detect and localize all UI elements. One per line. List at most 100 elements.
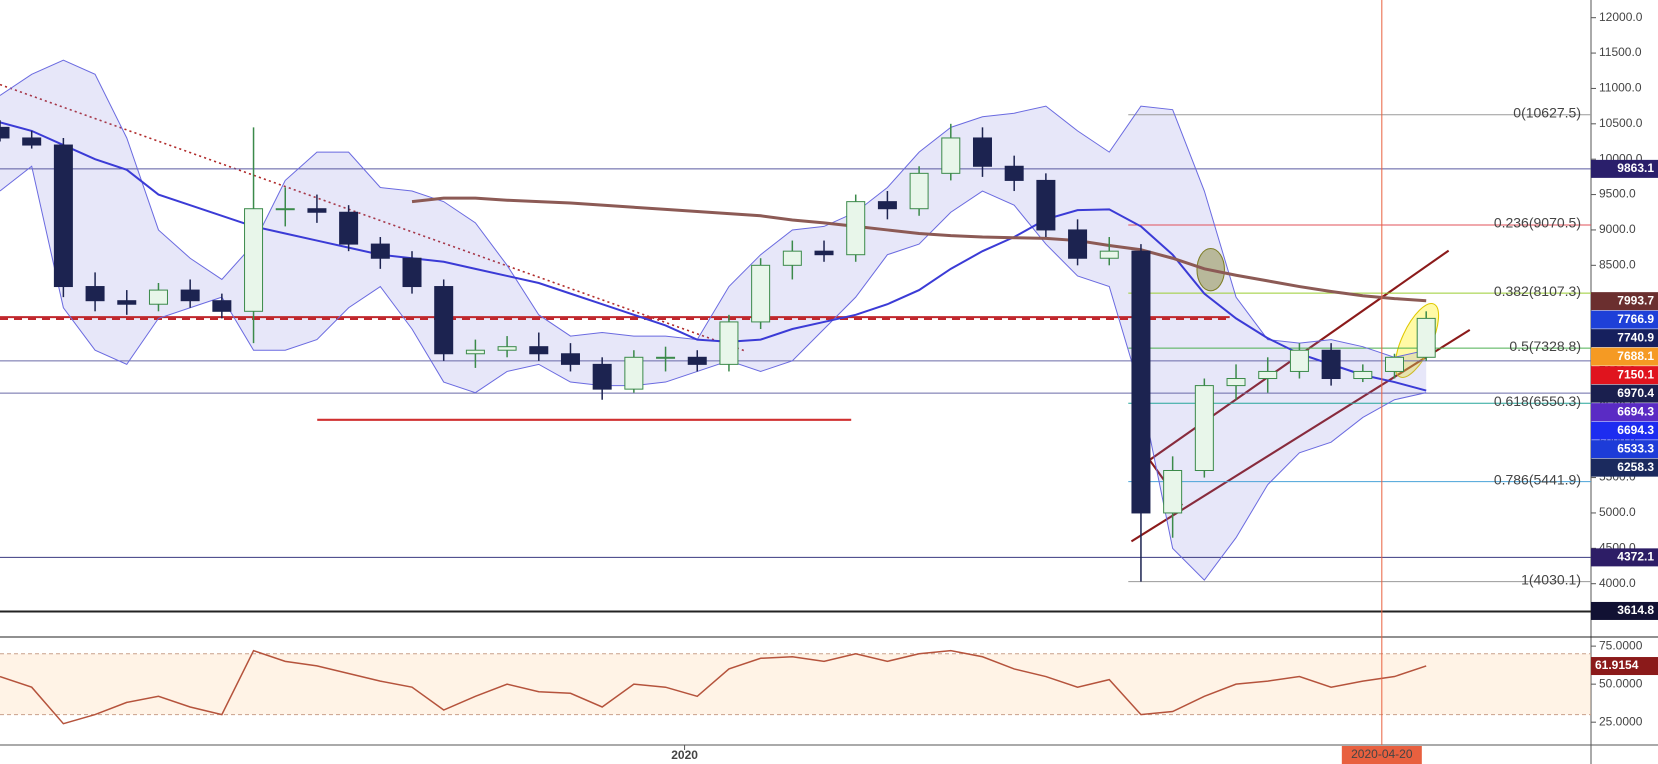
y-tick-label: 4000.0 bbox=[1599, 576, 1636, 590]
fib-label: 0.382(8107.3) bbox=[1494, 283, 1581, 299]
candle-body bbox=[370, 243, 390, 259]
rsi-tag: 61.9154 bbox=[1591, 657, 1658, 676]
fib-label: 1(4030.1) bbox=[1521, 571, 1581, 587]
band-fill bbox=[0, 60, 1427, 581]
candle-body bbox=[212, 300, 232, 312]
fib-label: 0(10627.5) bbox=[1513, 104, 1581, 120]
candle-body bbox=[275, 208, 295, 211]
y-tick-label: 5000.0 bbox=[1599, 505, 1636, 519]
rsi-tick-label: 75.0000 bbox=[1599, 638, 1643, 652]
overlay-line bbox=[0, 121, 1427, 392]
fib-label: 0.236(9070.5) bbox=[1494, 215, 1581, 231]
price-tag: 3614.8 bbox=[1591, 601, 1658, 620]
price-tag-box bbox=[1591, 366, 1658, 385]
candle-body bbox=[656, 356, 676, 359]
candle-body bbox=[1226, 378, 1246, 387]
candle-body bbox=[1004, 165, 1024, 181]
candle-body bbox=[1099, 250, 1119, 259]
price-tag-label: 4372.1 bbox=[1617, 550, 1654, 564]
candle-body bbox=[1258, 370, 1278, 380]
candle-body bbox=[529, 346, 549, 355]
price-tag: 7150.1 bbox=[1591, 366, 1658, 385]
price-tag-label: 7766.9 bbox=[1617, 312, 1654, 326]
price-tag-box bbox=[1591, 601, 1658, 620]
price-tag-box bbox=[1591, 548, 1658, 567]
y-tick-label: 9000.0 bbox=[1599, 222, 1636, 236]
candle-body bbox=[1353, 370, 1373, 380]
candle-body bbox=[1194, 385, 1214, 471]
candle-body bbox=[814, 250, 834, 256]
price-tag-label: 7688.1 bbox=[1617, 349, 1654, 363]
price-tag-label: 6533.3 bbox=[1617, 441, 1654, 455]
price-tag: 6694.3 bbox=[1591, 421, 1658, 440]
rsi-line bbox=[0, 649, 1427, 725]
price-tag-label: 3614.8 bbox=[1617, 603, 1654, 617]
candle-body bbox=[1036, 179, 1056, 231]
candle-body bbox=[497, 346, 517, 351]
candle-body bbox=[339, 211, 359, 245]
price-tag: 6533.3 bbox=[1591, 440, 1658, 459]
candle-body bbox=[117, 300, 137, 305]
candle-body bbox=[909, 172, 929, 210]
candle-body bbox=[846, 201, 866, 256]
rsi-tag-label: 61.9154 bbox=[1595, 658, 1639, 672]
candle-body bbox=[1289, 349, 1309, 372]
y-tick-label: 12000.0 bbox=[1599, 10, 1643, 24]
price-tag-label: 6970.4 bbox=[1617, 386, 1654, 400]
price-tag: 7688.1 bbox=[1591, 347, 1658, 366]
channel-lower bbox=[1130, 329, 1471, 543]
cursor-tag-box bbox=[1341, 746, 1422, 764]
price-tag: 6694.3 bbox=[1591, 403, 1658, 422]
candle-body bbox=[560, 353, 580, 365]
price-tag-box bbox=[1591, 458, 1658, 477]
candle-body bbox=[782, 250, 802, 266]
candle-body bbox=[180, 289, 200, 302]
y-tick-label: 10500.0 bbox=[1599, 116, 1643, 130]
price-tag-box bbox=[1591, 403, 1658, 422]
price-tag-label: 7740.9 bbox=[1617, 330, 1654, 344]
price-tag-box bbox=[1591, 440, 1658, 459]
price-tag-box bbox=[1591, 347, 1658, 366]
price-tag-label: 7150.1 bbox=[1617, 367, 1654, 381]
overlay-line bbox=[411, 196, 1427, 303]
price-tag-label: 7993.7 bbox=[1617, 293, 1654, 307]
price-tag: 7993.7 bbox=[1591, 292, 1658, 311]
price-tag-label: 9863.1 bbox=[1617, 161, 1654, 175]
price-tag: 6258.3 bbox=[1591, 458, 1658, 477]
price-tag-label: 6694.3 bbox=[1617, 423, 1654, 437]
candle-body bbox=[1131, 250, 1151, 514]
candle-body bbox=[1163, 469, 1183, 514]
y-tick-label: 8500.0 bbox=[1599, 257, 1636, 271]
fib-label: 0.5(7328.8) bbox=[1509, 338, 1581, 354]
candle-body bbox=[85, 286, 105, 302]
price-tag-box bbox=[1591, 292, 1658, 311]
candle-body bbox=[972, 137, 992, 167]
candle-body bbox=[751, 264, 771, 323]
price-tag-label: 6258.3 bbox=[1617, 460, 1654, 474]
price-tag: 9863.1 bbox=[1591, 159, 1658, 178]
price-tag: 7766.9 bbox=[1591, 310, 1658, 329]
candle-body bbox=[465, 349, 485, 355]
candle-body bbox=[307, 208, 327, 213]
candle-body bbox=[244, 208, 264, 312]
x-tick-label: 2020 bbox=[671, 748, 698, 762]
fib-label: 0.618(6550.3) bbox=[1494, 393, 1581, 409]
candle-body bbox=[687, 356, 707, 365]
price-tag-box bbox=[1591, 329, 1658, 348]
candle-body bbox=[1385, 356, 1405, 372]
candle-body bbox=[877, 201, 897, 210]
rsi-band bbox=[0, 653, 1591, 715]
candle-body bbox=[22, 137, 42, 146]
y-tick-label: 11000.0 bbox=[1599, 81, 1642, 95]
candle-body bbox=[434, 286, 454, 355]
price-tag-box bbox=[1591, 384, 1658, 403]
y-tick-label: 11500.0 bbox=[1599, 45, 1642, 59]
price-tag-box bbox=[1591, 421, 1658, 440]
candle-body bbox=[624, 356, 644, 390]
price-tag: 4372.1 bbox=[1591, 548, 1658, 567]
candle-body bbox=[1321, 349, 1341, 380]
price-tag: 7740.9 bbox=[1591, 329, 1658, 348]
price-tag-box bbox=[1591, 159, 1658, 178]
candle-body bbox=[592, 363, 612, 390]
